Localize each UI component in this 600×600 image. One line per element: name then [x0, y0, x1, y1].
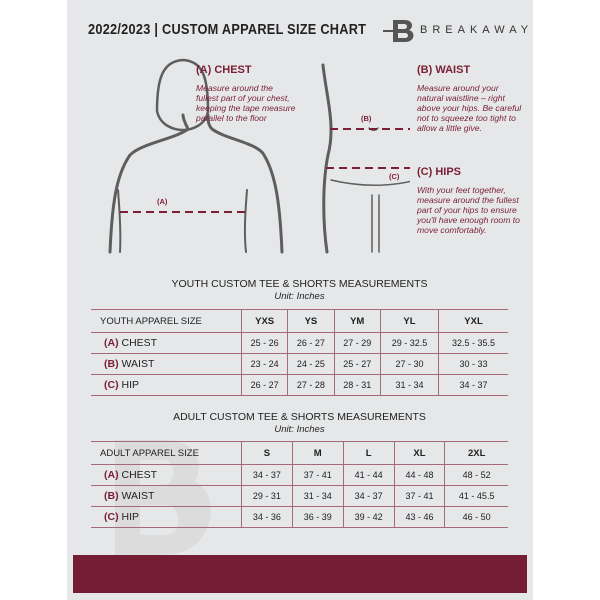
row-label: (B) WAIST — [91, 353, 242, 375]
cell: 41 - 44 — [342, 464, 395, 486]
cell: 28 - 31 — [333, 374, 381, 396]
cell: 39 - 42 — [342, 506, 395, 528]
cell: 29 - 31 — [241, 485, 293, 507]
row-label: (B) WAIST — [91, 485, 242, 507]
youth-table-title: YOUTH CUSTOM TEE & SHORTS MEASUREMENTS — [171, 278, 428, 290]
size-header: YXS — [240, 309, 288, 333]
table-row: (B) WAIST 23 - 24 24 - 25 25 - 27 27 - 3… — [91, 353, 508, 375]
cell: 24 - 25 — [287, 353, 335, 375]
cell: 27 - 30 — [379, 353, 439, 375]
size-header: YL — [379, 309, 439, 333]
table-header-row: YOUTH APPAREL SIZE YXS YS YM YL YXL — [91, 309, 508, 333]
adult-size-table: ADULT APPAREL SIZE S M L XL 2XL (A) CHES… — [91, 441, 508, 528]
cell: 25 - 26 — [240, 332, 288, 354]
cell: 36 - 39 — [291, 506, 344, 528]
hips-description: With your feet together, measure around … — [417, 185, 520, 235]
waist-description: Measure around your natural waistline – … — [417, 83, 522, 133]
table-row: (C) HIP 34 - 36 36 - 39 39 - 42 43 - 46 … — [91, 506, 508, 528]
cell: 37 - 41 — [291, 464, 344, 486]
size-header: 2XL — [444, 441, 508, 465]
footer-band — [73, 555, 527, 593]
marker-a: (A) — [157, 197, 168, 206]
chest-description: Measure around the fullest part of your … — [196, 83, 296, 123]
marker-c: (C) — [389, 172, 400, 181]
marker-b: (B) — [361, 114, 372, 123]
body-illustration — [108, 58, 410, 254]
youth-size-table: YOUTH APPAREL SIZE YXS YS YM YL YXL (A) … — [91, 309, 508, 396]
cell: 27 - 28 — [287, 374, 335, 396]
page-title: 2022/2023 | CUSTOM APPAREL SIZE CHART — [88, 21, 367, 38]
cell: 32.5 - 35.5 — [438, 332, 508, 354]
size-header: S — [241, 441, 293, 465]
cell: 34 - 37 — [342, 485, 395, 507]
row-label: (C) HIP — [91, 374, 242, 396]
cell: 26 - 27 — [287, 332, 335, 354]
cell: 48 - 52 — [444, 464, 508, 486]
chest-heading: (A) CHEST — [196, 64, 252, 76]
waist-heading: (B) WAIST — [417, 64, 471, 76]
size-header: YXL — [438, 309, 508, 333]
adult-unit: Unit: Inches — [274, 424, 325, 435]
row-label: (C) HIP — [91, 506, 242, 528]
size-header: M — [291, 441, 344, 465]
cell: 46 - 50 — [444, 506, 508, 528]
cell: 34 - 36 — [241, 506, 293, 528]
header-label: ADULT APPAREL SIZE — [91, 441, 242, 465]
cell: 41 - 45.5 — [444, 485, 508, 507]
size-header: YS — [287, 309, 335, 333]
cell: 31 - 34 — [291, 485, 344, 507]
size-header: XL — [393, 441, 445, 465]
cell: 34 - 37 — [438, 374, 508, 396]
table-header-row: ADULT APPAREL SIZE S M L XL 2XL — [91, 441, 508, 465]
table-row: (B) WAIST 29 - 31 31 - 34 34 - 37 37 - 4… — [91, 485, 508, 507]
cell: 44 - 48 — [393, 464, 445, 486]
header-label: YOUTH APPAREL SIZE — [91, 309, 242, 333]
cell: 23 - 24 — [240, 353, 288, 375]
cell: 34 - 37 — [241, 464, 293, 486]
cell: 27 - 29 — [333, 332, 381, 354]
cell: 25 - 27 — [333, 353, 381, 375]
table-row: (A) CHEST 25 - 26 26 - 27 27 - 29 29 - 3… — [91, 332, 508, 354]
size-header: YM — [333, 309, 381, 333]
brand-name: BREAKAWAY — [420, 24, 534, 36]
hips-heading: (C) HIPS — [417, 166, 461, 178]
cell: 31 - 34 — [379, 374, 439, 396]
youth-unit: Unit: Inches — [274, 291, 325, 302]
table-row: (C) HIP 26 - 27 27 - 28 28 - 31 31 - 34 … — [91, 374, 508, 396]
cell: 43 - 46 — [393, 506, 445, 528]
table-row: (A) CHEST 34 - 37 37 - 41 41 - 44 44 - 4… — [91, 464, 508, 486]
adult-table-title: ADULT CUSTOM TEE & SHORTS MEASUREMENTS — [173, 411, 426, 423]
size-header: L — [342, 441, 395, 465]
brand-logo-icon — [383, 20, 414, 42]
cell: 37 - 41 — [393, 485, 445, 507]
cell: 26 - 27 — [240, 374, 288, 396]
cell: 30 - 33 — [438, 353, 508, 375]
row-label: (A) CHEST — [91, 464, 242, 486]
row-label: (A) CHEST — [91, 332, 242, 354]
cell: 29 - 32.5 — [379, 332, 439, 354]
